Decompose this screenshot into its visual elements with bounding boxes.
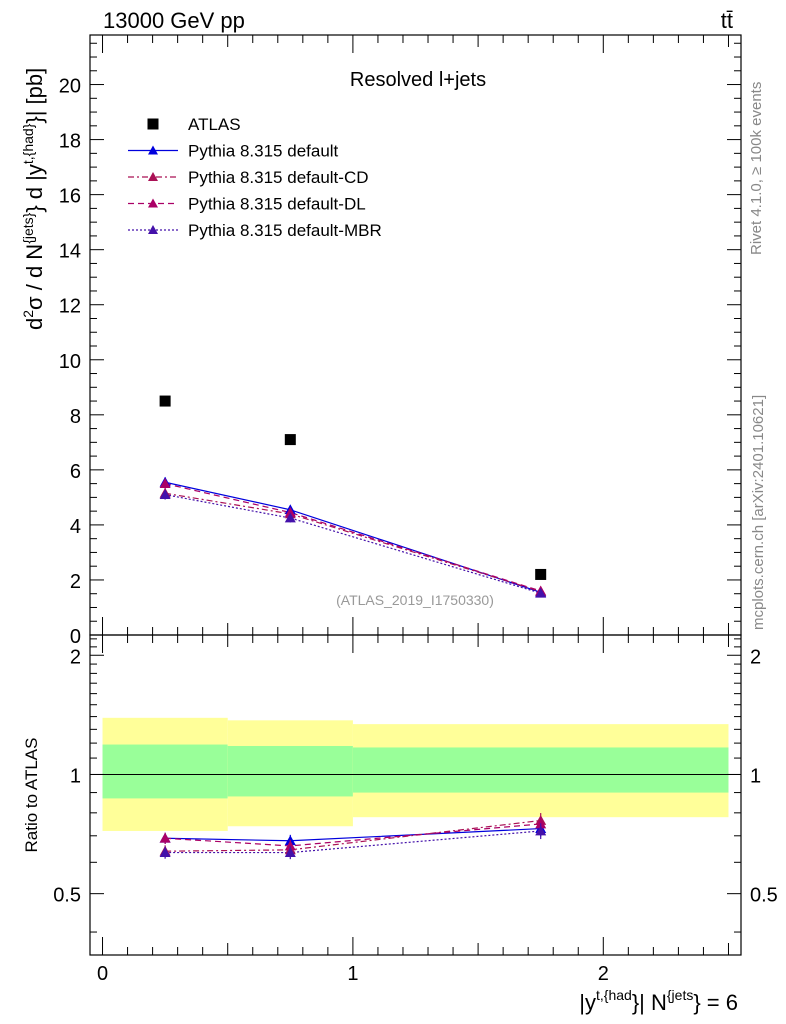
y-tick-label-main: 12	[59, 296, 81, 318]
analysis-watermark: (ATLAS_2019_I1750330)	[336, 592, 494, 608]
y-tick-label-main: 0	[70, 626, 81, 648]
x-tick-label: 1	[347, 963, 358, 985]
green-band	[102, 744, 228, 799]
y-tick-label-main: 20	[59, 76, 81, 98]
series-line-main	[165, 494, 541, 594]
series-line-main	[164, 483, 541, 592]
atlas-data-point	[535, 568, 547, 580]
series-marker-main	[535, 587, 547, 598]
series-marker-ratio	[159, 832, 171, 843]
green-band	[227, 745, 353, 797]
energy-label: 13000 GeV pp	[103, 8, 245, 33]
legend-label: Pythia 8.315 default	[188, 142, 339, 161]
series-line-ratio	[165, 830, 541, 854]
main-series-lines	[164, 481, 541, 594]
series-marker-main	[284, 512, 296, 523]
ratio-markers	[159, 813, 547, 860]
y-tick-label-main: 10	[59, 351, 81, 373]
y-tick-label-ratio-right: 0.5	[750, 885, 778, 907]
x-tick-label: 2	[598, 963, 609, 985]
series-marker-ratio	[535, 825, 547, 836]
y-axis-label-main: d2σ / d N{jets}} d |yt,{had}}| [pb]	[20, 68, 47, 330]
y-tick-label-main: 18	[59, 131, 81, 153]
y-tick-label-ratio-right: 2	[750, 646, 761, 668]
series-marker-ratio	[284, 840, 296, 851]
series-marker-main	[284, 507, 296, 517]
ratio-frame	[89, 634, 742, 956]
y-tick-label-main: 4	[70, 516, 81, 538]
series-marker-main	[159, 489, 171, 500]
legend-label: Pythia 8.315 default-MBR	[188, 221, 382, 240]
green-band	[352, 747, 729, 793]
y-tick-label-main: 6	[70, 461, 81, 483]
x-tick-label: 0	[97, 963, 108, 985]
y-tick-label-ratio: 1	[70, 765, 81, 787]
series-marker-ratio	[284, 847, 296, 857]
rivet-label: Rivet 4.1.0, ≥ 100k events	[748, 82, 765, 255]
ratio-ticks	[90, 635, 741, 955]
legend-marker	[148, 225, 158, 234]
series-marker-ratio	[159, 847, 171, 857]
ratio-tick-labels: 0 1 2 0.5 0.5 1 1 2 2	[53, 646, 778, 985]
mcplots-label: mcplots.cern.ch [arXiv:2401.10621]	[750, 395, 767, 630]
y-tick-label-ratio: 0.5	[53, 885, 81, 907]
legend-marker	[148, 145, 158, 155]
y-tick-label-main: 2	[70, 571, 81, 593]
y-tick-label-main: 16	[59, 186, 81, 208]
ratio-panel: 0 1 2 0.5 0.5 1 1 2 2 Ratio to ATLAS	[22, 634, 778, 985]
legend-label-atlas: ATLAS	[188, 115, 241, 134]
atlas-data-point	[159, 395, 171, 407]
y-tick-label-main: 14	[59, 241, 81, 263]
y-tick-label-ratio: 2	[70, 646, 81, 668]
x-axis-label: |yt,{had}| N{jets} = 6	[579, 987, 738, 1015]
legend-marker	[148, 172, 158, 181]
atlas-data-point	[284, 434, 296, 446]
main-ticks	[90, 35, 741, 636]
y-axis-label-ratio: Ratio to ATLAS	[22, 738, 41, 853]
main-tick-labels: 0 2 4 6 8 10 12 14 16 18 20	[59, 76, 81, 648]
legend-label: Pythia 8.315 default-CD	[188, 168, 369, 187]
chart-title: Resolved l+jets	[350, 69, 486, 91]
main-markers	[159, 395, 547, 598]
series-marker-main	[159, 478, 171, 489]
legend-marker	[148, 198, 158, 208]
legend-label: Pythia 8.315 default-DL	[188, 195, 366, 214]
main-panel: 0 2 4 6 8 10 12 14 16 18 20 Resolved l+jets (ATLAS…	[59, 34, 742, 648]
process-label: tt̄	[721, 8, 733, 33]
series-line-main	[165, 492, 541, 593]
legend-marker-atlas	[147, 118, 159, 130]
y-tick-label-ratio-right: 1	[750, 765, 761, 787]
y-tick-label-main: 8	[70, 406, 81, 428]
legend: ATLAS Pythia 8.315 default Pythia 8.315 de…	[128, 115, 382, 240]
